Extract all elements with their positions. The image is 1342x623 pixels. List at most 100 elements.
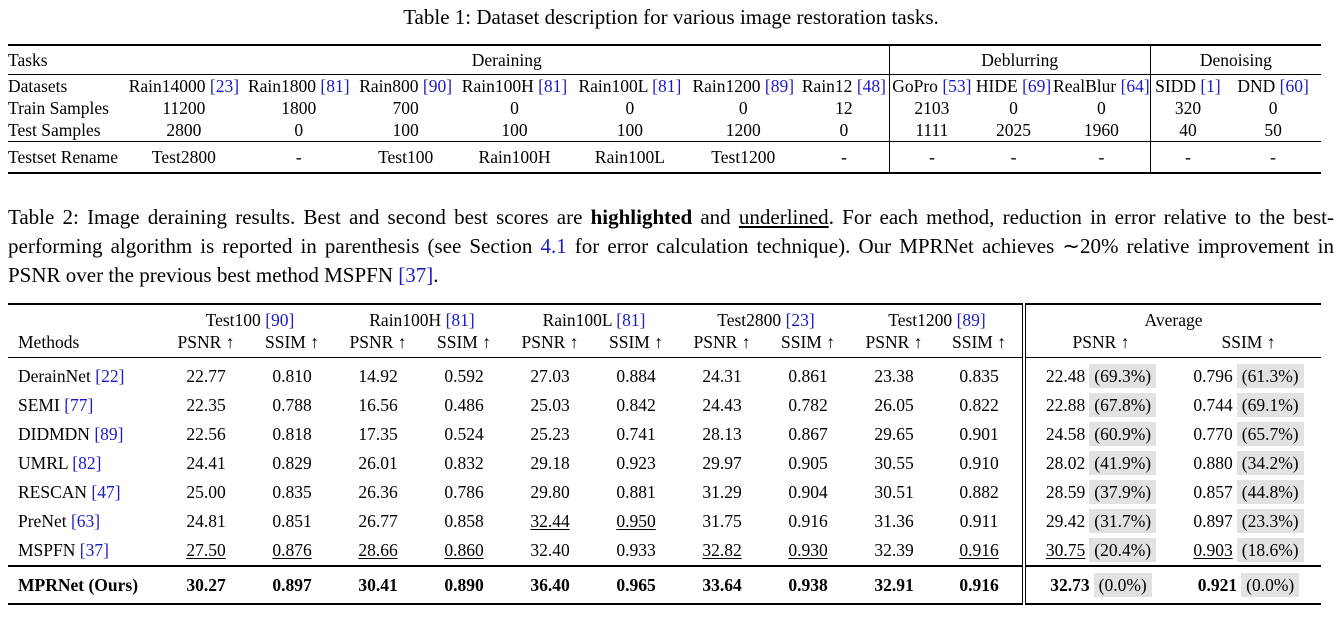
psnr-cell: 29.18 xyxy=(530,453,570,473)
avg-psnr-value: 30.75 xyxy=(1045,540,1086,560)
method-citation[interactable]: [89] xyxy=(94,424,124,444)
ssim-cell: 0.861 xyxy=(788,366,828,386)
ssim-cell: 0.876 xyxy=(272,540,312,560)
train-cell: 1800 xyxy=(281,98,317,118)
avg-psnr-cell: 22.88 (67.8%) xyxy=(1022,391,1176,420)
psnr-cell: 14.92 xyxy=(358,366,398,386)
dataset-name: Rain800 xyxy=(359,76,419,96)
ssim-cell: 0.897 xyxy=(248,565,336,604)
section-link[interactable]: 4.1 xyxy=(540,234,567,258)
avg-ssim-value: 0.921 xyxy=(1197,574,1238,595)
method-citation[interactable]: [77] xyxy=(64,395,94,415)
dataset-cell: Rain14000 [23] xyxy=(125,75,243,98)
testset-header: Test100 [90] xyxy=(164,304,336,331)
method-name: PreNet xyxy=(18,511,67,531)
psnr-cell: 31.36 xyxy=(874,511,914,531)
psnr-cell: 25.23 xyxy=(530,424,570,444)
method-citation[interactable]: [63] xyxy=(70,511,101,531)
testset-citation[interactable]: [81] xyxy=(616,310,646,330)
psnr-cell: 29.97 xyxy=(702,453,742,473)
dataset-citation[interactable]: [1] xyxy=(1200,76,1221,96)
dataset-cell: Rain800 [90] xyxy=(355,75,457,98)
avg-ssim-reduction: (23.3%) xyxy=(1236,509,1304,533)
dataset-name: Rain100H xyxy=(461,76,534,96)
ssim-cell: 0.933 xyxy=(616,540,656,560)
testset-citation[interactable]: [89] xyxy=(956,310,986,330)
psnr-cell: 31.75 xyxy=(702,511,742,531)
rename-label: Testset Rename xyxy=(8,141,125,173)
method-citation[interactable]: [22] xyxy=(95,366,125,386)
dataset-citation[interactable]: [64] xyxy=(1120,76,1150,96)
train-cell: 2103 xyxy=(888,97,975,119)
psnr-cell: 17.35 xyxy=(358,424,398,444)
testset-citation[interactable]: [23] xyxy=(785,310,815,330)
dataset-citation[interactable]: [48] xyxy=(856,76,886,96)
method-row: PreNet [63] 24.81 0.851 26.77 0.858 32.44 0.95… xyxy=(8,507,1321,536)
dataset-citation[interactable]: [90] xyxy=(422,76,453,96)
method-row: DIDMDN [89] 22.56 0.818 17.35 0.524 25.23 0.74… xyxy=(8,420,1321,449)
avg-psnr-reduction: (67.8%) xyxy=(1089,393,1157,417)
dataset-cell: DND [60] xyxy=(1225,75,1321,98)
train-cell: 0 xyxy=(625,98,635,118)
dataset-cell: SIDD [1] xyxy=(1149,74,1226,97)
psnr-cell: 16.56 xyxy=(358,395,398,415)
testset-citation[interactable]: [90] xyxy=(265,310,295,330)
rename-cell: - xyxy=(1225,141,1321,173)
rename-cell: Rain100L xyxy=(572,141,688,173)
method-citation[interactable]: [37] xyxy=(79,540,109,560)
avg-ssim-reduction: (61.3%) xyxy=(1236,364,1304,388)
avg-ssim-value: 0.903 xyxy=(1193,540,1233,560)
task-deblurring: Deblurring xyxy=(888,45,1151,75)
psnr-cell: 26.05 xyxy=(874,395,914,415)
task-label: Tasks xyxy=(8,45,125,75)
dataset-name: HIDE xyxy=(975,76,1018,96)
avg-ssim-cell: 0.903 (18.6%) xyxy=(1176,536,1321,566)
testset-citation[interactable]: [81] xyxy=(445,310,475,330)
dataset-citation[interactable]: [81] xyxy=(652,76,682,96)
train-cell: 11200 xyxy=(162,98,206,118)
psnr-cell: 29.65 xyxy=(874,424,914,444)
test-cell: 50 xyxy=(1264,120,1282,140)
method-row: SEMI [77] 22.35 0.788 16.56 0.486 25.03 0.842 2… xyxy=(8,391,1321,420)
psnr-cell: 26.01 xyxy=(358,453,398,473)
ssim-header: SSIM ↑ xyxy=(248,331,336,358)
method-citation[interactable]: [47] xyxy=(91,482,121,502)
train-cell: 12 xyxy=(835,98,853,118)
ssim-cell: 0.829 xyxy=(272,453,312,473)
dataset-cell: GoPro [53] xyxy=(888,74,975,97)
psnr-cell: 24.81 xyxy=(186,511,226,531)
test-cell: 100 xyxy=(392,120,419,140)
psnr-cell: 36.40 xyxy=(508,565,592,604)
ssim-cell: 0.965 xyxy=(592,565,680,604)
train-cell: 0 xyxy=(1097,98,1106,118)
test-cell: 0 xyxy=(839,120,849,140)
avg-psnr-reduction: (20.4%) xyxy=(1089,538,1157,562)
dataset-citation[interactable]: [81] xyxy=(538,76,568,96)
avg-psnr-cell: 24.58 (60.9%) xyxy=(1022,420,1176,449)
method-citation[interactable]: [82] xyxy=(72,453,102,473)
dataset-citation[interactable]: [69] xyxy=(1022,76,1052,96)
dataset-citation[interactable]: [23] xyxy=(209,76,240,96)
ssim-cell: 0.486 xyxy=(444,395,484,415)
datasets-label: Datasets xyxy=(8,76,68,96)
avg-ssim-value: 0.897 xyxy=(1193,511,1233,531)
avg-ssim-reduction: (0.0%) xyxy=(1241,572,1300,597)
dataset-name: Rain1800 xyxy=(247,76,317,96)
dataset-citation[interactable]: [81] xyxy=(320,76,350,96)
rename-cell: - xyxy=(974,141,1054,173)
psnr-header: PSNR ↑ xyxy=(164,331,248,358)
avg-ssim-value: 0.796 xyxy=(1193,366,1233,386)
dataset-citation[interactable]: [53] xyxy=(942,76,972,96)
psnr-cell: 26.36 xyxy=(358,482,398,502)
method-name: MPRNet (Ours) xyxy=(18,574,139,595)
dataset-citation[interactable]: [89] xyxy=(764,76,795,96)
method-name-cell: MPRNet (Ours) xyxy=(8,565,164,604)
task-deraining: Deraining xyxy=(124,45,890,75)
avg-ssim-cell: 0.796 (61.3%) xyxy=(1176,358,1321,392)
psnr-cell: 29.80 xyxy=(530,482,570,502)
ssim-cell: 0.822 xyxy=(959,395,999,415)
dataset-citation[interactable]: [60] xyxy=(1279,76,1309,96)
citation-link[interactable]: [37] xyxy=(398,263,434,287)
ssim-cell: 0.901 xyxy=(959,424,999,444)
psnr-cell: 22.35 xyxy=(186,395,226,415)
